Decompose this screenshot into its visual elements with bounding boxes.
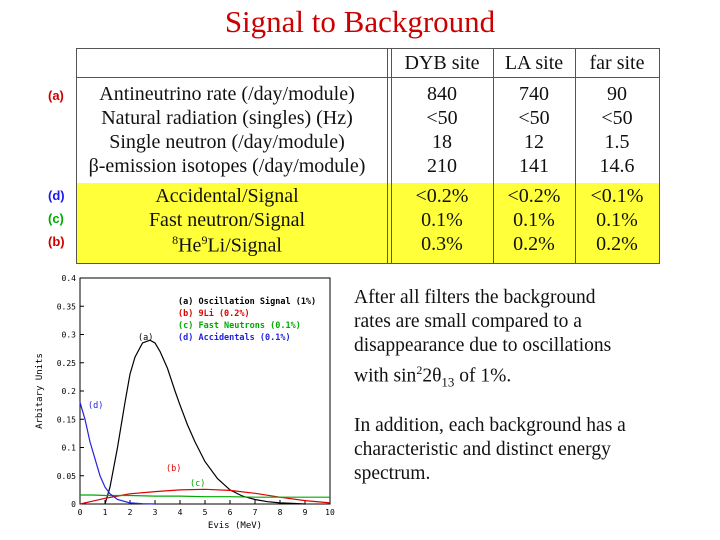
table-divider-double-b xyxy=(391,49,392,263)
text-fragment: of 1%. xyxy=(454,365,512,387)
x-tick-label: 7 xyxy=(253,508,258,517)
x-tick-label: 0 xyxy=(78,508,83,517)
row-value: 0.3% xyxy=(421,233,463,255)
tag-c: (c) xyxy=(48,211,64,226)
header-far: far site xyxy=(589,52,645,74)
y-tick-label: 0.3 xyxy=(62,331,77,340)
x-axis-label: Evis (MeV) xyxy=(208,521,262,531)
y-tick-label: 0.35 xyxy=(57,302,76,311)
row-value: 210 xyxy=(427,155,457,177)
header-la: LA site xyxy=(504,52,564,74)
row-value: 0.2% xyxy=(513,233,555,255)
curve-label: (b) xyxy=(166,464,181,474)
tag-d: (d) xyxy=(48,188,65,203)
paragraph-1-line: with sin22θ13 of 1%. xyxy=(354,358,704,394)
series-line xyxy=(104,339,306,505)
row-value: 14.6 xyxy=(599,155,635,177)
x-tick-label: 3 xyxy=(153,508,158,517)
y-tick-label: 0.4 xyxy=(62,274,77,283)
row-value: <50 xyxy=(601,107,633,129)
paragraph-1: After all filters the background rates a… xyxy=(354,286,704,394)
row-value: 840 xyxy=(427,83,457,105)
y-axis-label: Arbitary Units xyxy=(35,353,45,429)
row-value: 141 xyxy=(519,155,549,177)
row-label: Natural radiation (singles) (Hz) xyxy=(101,107,353,129)
x-tick-label: 4 xyxy=(178,508,183,517)
curve-label: (d) xyxy=(88,401,103,411)
series-line xyxy=(79,402,156,505)
curve-label: (a) xyxy=(138,333,153,343)
x-tick-label: 6 xyxy=(228,508,233,517)
legend-entry: (c) Fast Neutrons (0.1%) xyxy=(178,321,301,331)
text-fragment: with sin xyxy=(354,365,417,387)
paragraph-2-line: characteristic and distinct energy xyxy=(354,439,611,460)
paragraph-2-line: In addition, each background has a xyxy=(354,415,626,436)
paragraph-2-line: spectrum. xyxy=(354,463,431,484)
legend-entry: (a) Oscillation Signal (1%) xyxy=(178,296,316,307)
table-header-row: DYB site LA site far site xyxy=(77,49,659,78)
text-fragment: 13 xyxy=(441,374,455,390)
x-tick-label: 5 xyxy=(203,508,208,517)
y-tick-label: 0.15 xyxy=(57,415,76,424)
x-tick-label: 1 xyxy=(103,508,108,517)
row-value: 12 xyxy=(524,131,544,153)
row-value: 0.2% xyxy=(596,233,638,255)
y-tick-label: 0.05 xyxy=(57,472,76,481)
row-label: Single neutron (/day/module) xyxy=(109,131,345,153)
series-line xyxy=(80,494,330,498)
x-tick-label: 8 xyxy=(278,508,283,517)
paragraph-2: In addition, each background has a chara… xyxy=(354,414,704,486)
row-label: β-emission isotopes (/day/module) xyxy=(88,155,366,177)
y-tick-label: 0.25 xyxy=(57,359,76,368)
row-label: Accidental/Signal xyxy=(155,185,299,207)
x-tick-label: 9 xyxy=(303,508,308,517)
text-fragment: 2θ xyxy=(422,365,442,387)
y-tick-label: 0.2 xyxy=(62,387,77,396)
y-tick-label: 0 xyxy=(71,500,76,509)
paragraph-1-line: disappearance due to oscillations xyxy=(354,335,612,356)
row-value: 0.1% xyxy=(596,209,638,231)
slide-title: Signal to Background xyxy=(224,4,496,39)
legend-entry: (b) 9Li (0.2%) xyxy=(178,308,250,319)
header-dyb: DYB site xyxy=(404,52,480,74)
table-divider-double-a xyxy=(387,49,388,263)
table-divider-far xyxy=(575,49,576,263)
row-label: Antineutrino rate (/day/module) xyxy=(99,83,355,105)
row-value: 18 xyxy=(432,131,452,153)
background-table: DYB site LA site far site Antineutrino r… xyxy=(76,48,660,264)
row-value: 0.1% xyxy=(513,209,555,231)
highlight-band xyxy=(77,183,659,263)
row-value: 90 xyxy=(607,83,627,105)
y-tick-label: 0.1 xyxy=(62,444,77,453)
table-divider-la xyxy=(493,49,494,263)
row-value: <0.2% xyxy=(415,185,469,207)
curve-label: (c) xyxy=(190,479,205,489)
row-value: 1.5 xyxy=(604,131,630,153)
tag-a: (a) xyxy=(48,88,64,103)
background-spectrum-chart: 0 1 2 3 4 5 6 7 8 9 10 0 0.05 0.1 0.15 0.2 0.25 0.3 0.35 0.… xyxy=(35,274,335,531)
row-value: 740 xyxy=(519,83,549,105)
row-label: Fast neutron/Signal xyxy=(148,209,306,231)
row-value: <50 xyxy=(518,107,550,129)
paragraph-1-line: After all filters the background xyxy=(354,287,596,308)
row-value: <0.1% xyxy=(590,185,644,207)
legend-entry: (d) Accidentals (0.1%) xyxy=(178,332,291,343)
row-value: <0.2% xyxy=(507,185,561,207)
text-fragment: 2 xyxy=(416,363,423,377)
x-tick-label: 2 xyxy=(128,508,133,517)
row-value: 0.1% xyxy=(421,209,463,231)
paragraph-1-line: rates are small compared to a xyxy=(354,311,582,332)
tag-b: (b) xyxy=(48,234,65,249)
row-value: <50 xyxy=(426,107,458,129)
x-tick-label: 10 xyxy=(325,508,335,517)
row-label-8he9li: 8He9Li/Signal xyxy=(172,233,282,257)
